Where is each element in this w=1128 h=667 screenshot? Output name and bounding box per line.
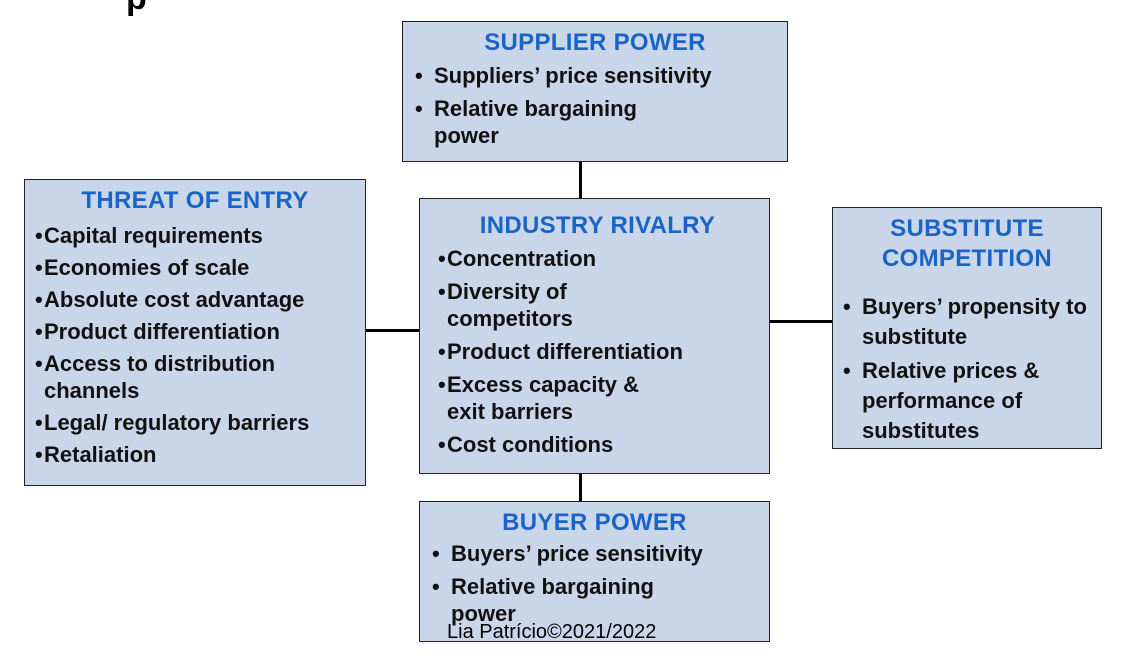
item-text: Relative bargaining power (434, 96, 637, 148)
buyer-power-box: BUYER POWER • Buyers’ price sensitivity … (419, 501, 770, 642)
bullet-icon: • (35, 410, 43, 435)
list-item: • Product differentiation (438, 338, 757, 365)
bullet-icon: • (35, 255, 43, 280)
list-item: • Relative bargaining power (415, 95, 775, 149)
substitute-competition-list: • Buyers’ propensity to substitute • Rel… (843, 292, 1091, 446)
threat-of-entry-box: THREAT OF ENTRY • Capital requirements •… (24, 179, 366, 486)
threat-of-entry-list: • Capital requirements • Economies of sc… (35, 222, 355, 468)
list-item: • Cost conditions (438, 431, 757, 458)
bullet-icon: • (35, 287, 43, 312)
bullet-icon: • (438, 279, 446, 304)
bullet-icon: • (438, 432, 446, 457)
connector-rivalry-substitute (770, 320, 832, 323)
bullet-icon: • (35, 319, 43, 344)
item-text: Suppliers’ price sensitivity (434, 63, 712, 88)
item-text: Economies of scale (44, 255, 250, 280)
bullet-icon: • (843, 358, 851, 383)
list-item: • Absolute cost advantage (35, 286, 355, 313)
connector-entry-rivalry (366, 329, 419, 332)
bullet-icon: • (432, 574, 440, 599)
item-text: Buyers’ propensity to substitute (862, 294, 1087, 349)
bullet-icon: • (415, 96, 423, 121)
bullet-icon: • (432, 541, 440, 566)
supplier-power-box: SUPPLIER POWER • Suppliers’ price sensit… (402, 21, 788, 162)
bullet-icon: • (843, 294, 851, 319)
list-item: • Legal/ regulatory barriers (35, 409, 355, 436)
connector-rivalry-buyer (579, 474, 582, 501)
item-text: Relative bargaining power (451, 574, 654, 626)
list-item: • Concentration (438, 245, 757, 272)
item-text: Product differentiation (44, 319, 280, 344)
industry-rivalry-title: INDUSTRY RIVALRY (479, 212, 716, 239)
bullet-icon: • (35, 223, 43, 248)
item-text: Relative prices & performance of substit… (862, 358, 1040, 443)
item-text: Legal/ regulatory barriers (44, 410, 310, 435)
item-text: Cost conditions (447, 432, 614, 457)
substitute-competition-box: SUBSTITUTE COMPETITION • Buyers’ propens… (832, 207, 1102, 449)
item-text: Concentration (447, 246, 597, 271)
bullet-icon: • (438, 339, 446, 364)
supplier-power-title: SUPPLIER POWER (484, 29, 706, 56)
industry-rivalry-list: • Concentration • Diversity of competito… (438, 245, 757, 458)
item-text: Access to distribution channels (44, 351, 276, 403)
list-item: • Product differentiation (35, 318, 355, 345)
slide-title-partial: p (126, 0, 147, 18)
list-item: • Relative bargaining power (432, 573, 757, 627)
list-item: • Buyers’ propensity to substitute (843, 292, 1091, 352)
buyer-power-list: • Buyers’ price sensitivity • Relative b… (432, 540, 757, 627)
footer-copyright: Lia Patrício©2021/2022 (447, 621, 657, 643)
list-item: • Relative prices & performance of subst… (843, 356, 1091, 446)
bullet-icon: • (438, 246, 446, 271)
item-text: Product differentiation (447, 339, 683, 364)
supplier-power-list: • Suppliers’ price sensitivity • Relativ… (415, 62, 775, 149)
list-item: • Economies of scale (35, 254, 355, 281)
item-text: Absolute cost advantage (44, 287, 305, 312)
substitute-competition-title: SUBSTITUTE COMPETITION (882, 215, 1052, 272)
list-item: • Capital requirements (35, 222, 355, 249)
list-item: • Buyers’ price sensitivity (432, 540, 757, 567)
list-item: • Diversity of competitors (438, 278, 757, 332)
item-text: Capital requirements (44, 223, 263, 248)
list-item: • Access to distribution channels (35, 350, 355, 404)
industry-rivalry-box: INDUSTRY RIVALRY • Concentration • Diver… (419, 198, 770, 474)
list-item: • Excess capacity & exit barriers (438, 371, 757, 425)
connector-supplier-rivalry (579, 162, 582, 198)
list-item: • Retaliation (35, 441, 355, 468)
item-text: Retaliation (44, 442, 157, 467)
threat-of-entry-title: THREAT OF ENTRY (81, 187, 309, 214)
bullet-icon: • (438, 372, 446, 397)
bullet-icon: • (35, 442, 43, 467)
list-item: • Suppliers’ price sensitivity (415, 62, 775, 89)
item-text: Excess capacity & exit barriers (447, 372, 640, 424)
buyer-power-title: BUYER POWER (502, 509, 687, 536)
bullet-icon: • (35, 351, 43, 376)
item-text: Buyers’ price sensitivity (451, 541, 703, 566)
bullet-icon: • (415, 63, 423, 88)
item-text: Diversity of competitors (447, 279, 573, 331)
